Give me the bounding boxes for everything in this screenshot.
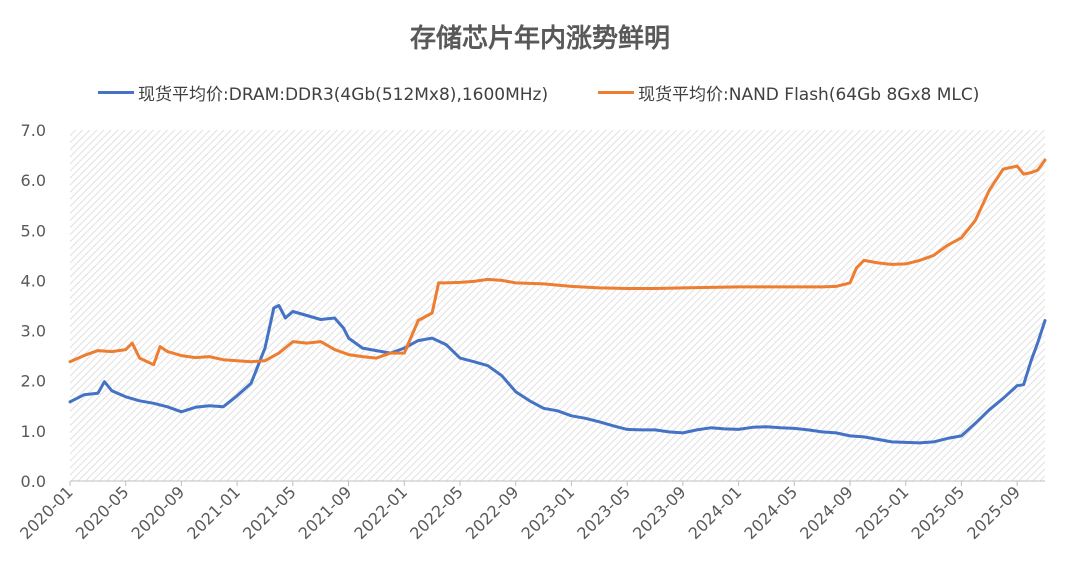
y-tick-label: 6.0 [21,171,46,190]
y-tick-label: 4.0 [21,271,46,290]
legend-label-dram: 现货平均价:DRAM:DDR3(4Gb(512Mx8),1600MHz) [138,85,549,105]
x-tick-label: 2023-09 [629,482,690,543]
y-tick-label: 2.0 [21,372,46,391]
series-layer [68,158,1047,445]
x-tick-label: 2022-01 [350,482,411,543]
x-tick-label: 2024-09 [796,482,857,543]
chart-title: 存储芯片年内涨势鲜明 [409,24,670,54]
y-tick-label: 7.0 [21,121,46,140]
legend-item-nand: 现货平均价:NAND Flash(64Gb 8Gx8 MLC) [598,80,979,105]
legend-item-dram: 现货平均价:DRAM:DDR3(4Gb(512Mx8),1600MHz) [98,80,548,105]
x-tick-label: 2025-05 [908,482,969,543]
y-tick-label: 3.0 [21,322,46,341]
x-tick-label: 2022-09 [462,482,523,543]
x-tick-label: 2023-05 [573,482,634,543]
legend-label-nand: 现货平均价:NAND Flash(64Gb 8Gx8 MLC) [638,85,980,105]
x-tick-label: 2024-05 [740,482,801,543]
x-tick-label: 2021-09 [295,482,356,543]
y-tick-label: 1.0 [21,422,46,441]
y-axis: 0.0 1.0 2.0 3.0 4.0 5.0 6.0 7.0 [21,121,46,491]
x-tick-label: 2020-01 [16,482,77,543]
plot-area-background [70,130,1045,481]
series-line-dram [68,304,1047,445]
x-tick-label: 2020-05 [72,482,133,543]
x-tick-label: 2024-01 [685,482,746,543]
x-tick-label: 2025-01 [852,482,913,543]
legend: 现货平均价:DRAM:DDR3(4Gb(512Mx8),1600MHz) 现货平… [0,80,1080,105]
y-tick-label: 0.0 [21,472,46,491]
x-tick-label: 2020-09 [128,482,189,543]
x-tick-label: 2022-05 [406,482,467,543]
series-line-nand [68,158,1047,367]
x-tick-label: 2021-01 [183,482,244,543]
legend-swatch-dram [98,91,134,94]
x-tick-label: 2025-09 [963,482,1024,543]
y-tick-label: 5.0 [21,221,46,240]
x-tick-label: 2021-05 [239,482,300,543]
x-axis: 2020-012020-052020-092021-012021-052021-… [16,481,1024,543]
legend-swatch-nand [598,91,634,94]
x-tick-label: 2023-01 [518,482,579,543]
